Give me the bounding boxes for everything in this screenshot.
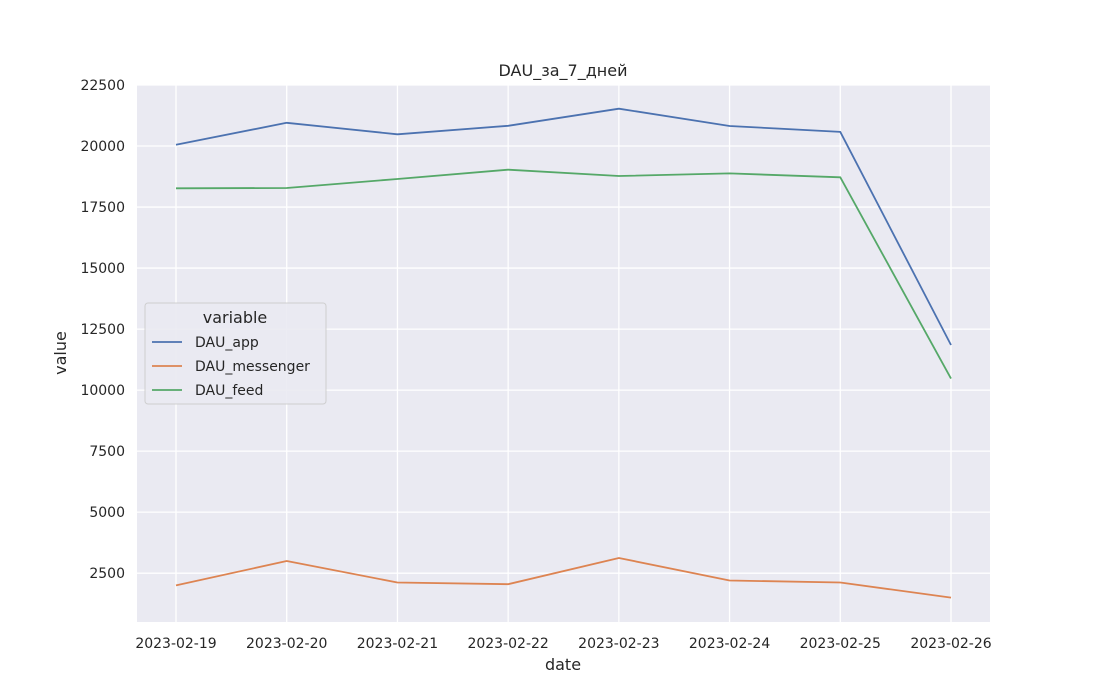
legend-title: variable	[203, 308, 268, 327]
x-tick-label: 2023-02-22	[467, 636, 548, 652]
y-tick-label: 5000	[89, 505, 125, 521]
x-tick-labels: 2023-02-19 2023-02-20 2023-02-21 2023-02-22…	[135, 636, 991, 652]
x-tick-label: 2023-02-23	[578, 636, 659, 652]
y-tick-label: 7500	[89, 444, 125, 460]
y-tick-label: 12500	[80, 322, 125, 338]
series-line-DAU_feed	[175, 168, 952, 380]
legend-label-DAU_feed: DAU_feed	[195, 383, 263, 399]
y-tick-label: 20000	[80, 139, 125, 155]
x-tick-label: 2023-02-24	[689, 636, 770, 652]
legend-box	[144, 302, 327, 405]
y-axis-label: value	[51, 331, 70, 375]
legend-label-DAU_app: DAU_app	[195, 335, 259, 351]
y-tick-label: 2500	[89, 566, 125, 582]
x-tick-label: 2023-02-25	[800, 636, 881, 652]
y-tick-labels: 2500 5000 7500 10000 12500 15000 17500 20000 225…	[80, 78, 125, 582]
y-tick-label: 22500	[80, 78, 125, 94]
y-tick-label: 15000	[80, 261, 125, 277]
y-tick-label: 17500	[80, 200, 125, 216]
x-axis-label: date	[545, 655, 581, 674]
series-lines	[175, 107, 952, 599]
legend: variable DAU_app DAU_messenger DAU_feed	[144, 302, 327, 405]
series-line-DAU_messenger	[175, 557, 952, 599]
y-tick-label: 10000	[80, 383, 125, 399]
x-tick-label: 2023-02-21	[357, 636, 438, 652]
x-tick-label: 2023-02-26	[910, 636, 991, 652]
legend-label-DAU_messenger: DAU_messenger	[195, 359, 310, 375]
x-tick-label: 2023-02-19	[135, 636, 216, 652]
legend-items: DAU_app DAU_messenger DAU_feed	[152, 335, 310, 399]
series-line-DAU_app	[175, 107, 952, 346]
x-tick-label: 2023-02-20	[246, 636, 327, 652]
chart-title: DAU_за_7_дней	[499, 61, 628, 81]
